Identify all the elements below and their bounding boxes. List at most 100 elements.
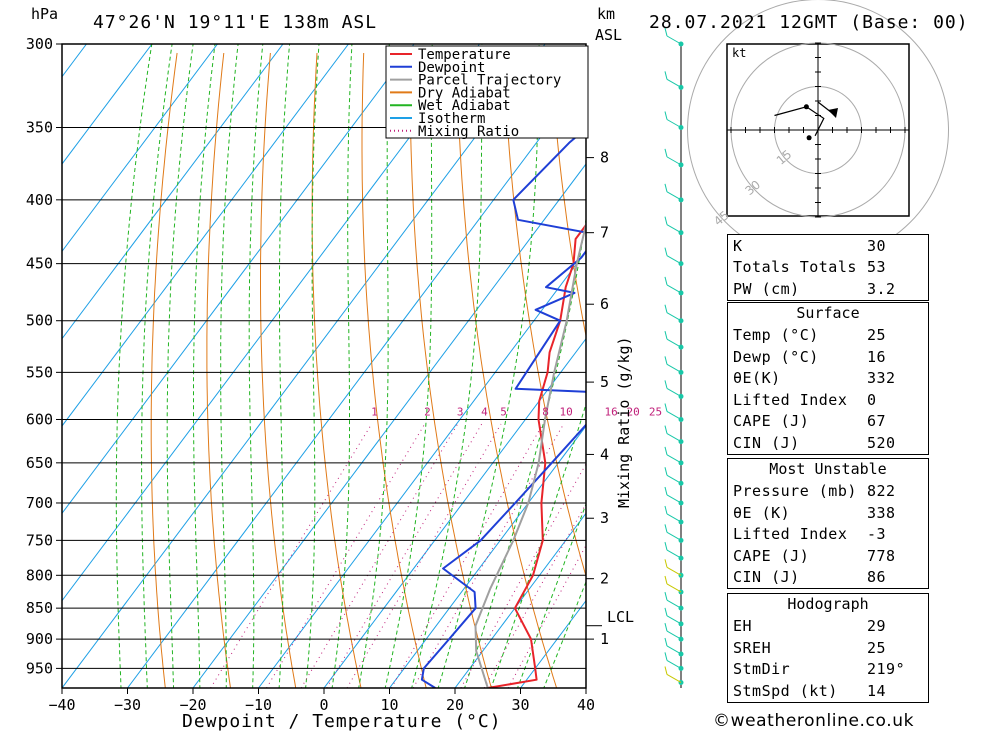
temperature-tick-label: 20 [446,696,464,714]
wind-barb [666,566,682,576]
mixing-ratio-label: 2 [424,405,431,418]
temperature-tick-label: −30 [114,696,141,714]
profile-dewpoint [420,127,586,688]
wind-barb [666,474,682,484]
mixing-ratio-label: 25 [649,405,662,418]
hodograph-trace [774,106,825,137]
wind-barb [666,284,682,294]
storm-motion-line [817,101,837,117]
hodograph-stats-title: Hodograph [787,595,869,613]
pressure-tick-label: 600 [26,410,53,428]
height-tick-label: 4 [600,445,609,463]
height-tick-label: 8 [600,149,609,167]
isotherm-line [62,44,284,340]
wind-barb-feather [664,541,668,551]
hodograph-stats-row: StmSpd (kt) 14 [733,681,887,700]
temperature-tick-label: 40 [577,696,595,714]
isotherm-line [127,75,586,688]
dry-adiabat-line [150,52,178,688]
wet-adiabat-line [384,44,433,688]
wind-barb-feather [664,446,668,455]
dry-adiabat-line [409,52,492,688]
pressure-tick-label: 850 [26,599,53,617]
wet-adiabat-line [331,44,353,688]
surface-row: CIN (J) 520 [733,433,896,452]
pressure-tick-label: 700 [26,494,53,512]
dry-adiabat-line [549,52,586,339]
wind-barb-feather [664,524,668,533]
wind-barb [666,599,682,609]
pressure-tick-label: 750 [26,531,53,549]
temperature-tick-label: −10 [245,696,272,714]
wet-adiabat-line [437,44,540,688]
wet-adiabat-line [543,580,586,688]
legend-label: Temperature [418,47,511,63]
index-row-pw: PW (cm) 3.2 [733,279,896,298]
wind-barb [666,191,682,201]
wind-barb-feather [664,27,668,37]
most-unstable-row: CIN (J) 86 [733,568,887,587]
most-unstable-title: Most Unstable [769,460,887,478]
mixing-ratio-line [210,423,373,688]
most-unstable-row: Lifted Index -3 [733,525,887,544]
wind-barb [666,255,682,265]
wet-adiabat-line [193,44,216,688]
isotherm-line [62,44,546,688]
legend-label: Wet Adiabat [418,98,511,114]
wind-barb-feather [664,148,668,157]
height-tick-label: 5 [600,373,609,391]
dry-adiabat-line [361,52,427,688]
dry-adiabat-line [970,53,1000,688]
wind-barb [666,363,682,373]
wind-barb-feather [664,622,668,632]
wet-adiabat-line [115,44,153,688]
mixing-ratio-label: 10 [560,405,573,418]
isotherm-line [62,44,218,253]
isotherm-line [192,163,586,688]
wind-barb-feather [664,592,668,601]
wind-barb-feather [664,183,668,192]
height-tick-label: 2 [600,570,609,588]
wind-barb [666,615,682,625]
pressure-tick-label: 800 [26,566,53,584]
isotherm-line [389,425,586,688]
wind-barb [666,674,682,683]
profile-temperature [487,223,586,688]
mixing-ratio-label: 5 [500,405,507,418]
hodograph-stats-row: StmDir 219° [733,660,906,679]
index-row-k: K 30 [733,236,887,255]
wet-adiabat-line [278,44,291,688]
wind-barb [666,35,682,45]
wind-barb [666,433,682,443]
pressure-tick-label: 950 [26,659,53,677]
unit-asl: ASL [595,26,622,44]
pressure-tick-label: 350 [26,119,53,137]
wet-adiabat-line [464,215,586,688]
wind-barb [666,454,682,464]
hodograph-point [806,135,812,141]
wet-adiabat-line [490,402,586,688]
isotherm-line [323,337,586,688]
wind-barb-feather [664,304,668,313]
mixing-ratio-label: 20 [626,405,639,418]
surface-row: θE(K) 332 [733,369,896,388]
credit-link[interactable]: ©weatheronline.co.uk [713,711,915,731]
most-unstable-row: Pressure (mb) 822 [733,482,896,501]
legend-box [385,45,589,139]
mixing-ratio-label: 4 [481,405,488,418]
pressure-tick-label: 900 [26,630,53,648]
pressure-tick-label: 650 [26,454,53,472]
wind-barb [666,494,682,504]
unit-km: km [597,5,615,23]
index-row-totals: Totals Totals 53 [733,258,887,277]
temperature-tick-label: 30 [511,696,529,714]
wind-barb [666,312,682,322]
wind-barb-feather [664,356,668,365]
temperature-tick-label: 0 [319,696,328,714]
wind-barb-feather [664,425,668,434]
surface-title: Surface [796,304,860,322]
wet-adiabat-line [166,44,194,688]
temperature-tick-label: 10 [380,696,398,714]
wind-barb [666,630,682,640]
